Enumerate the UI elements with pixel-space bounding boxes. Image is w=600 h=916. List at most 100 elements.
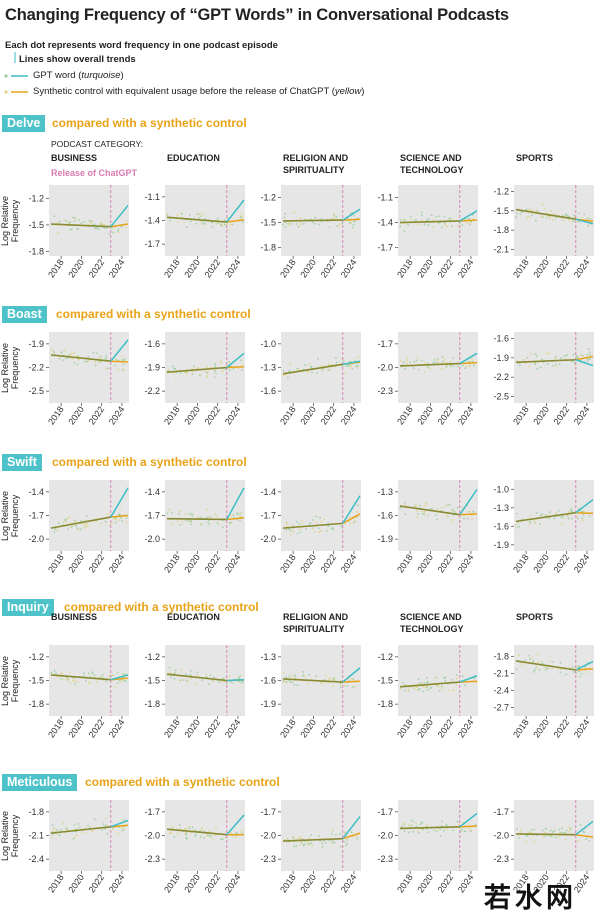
episode-dot (551, 661, 554, 664)
episode-dot (300, 838, 303, 840)
episode-dot (105, 680, 107, 683)
legend-gpt-dot (4, 74, 8, 78)
y-tick-label: -2.0 (144, 534, 160, 544)
y-tick-label: -1.7 (260, 807, 276, 817)
episode-dot (306, 371, 309, 373)
episode-dot (68, 353, 70, 356)
episode-dot (434, 361, 437, 364)
episode-dot (586, 353, 589, 356)
episode-dot (96, 226, 99, 229)
episode-dot (536, 653, 539, 655)
episode-dot (121, 358, 124, 361)
episode-dot (581, 519, 584, 522)
episode-dot (312, 519, 314, 521)
episode-dot (123, 358, 126, 360)
episode-dot (105, 367, 108, 370)
y-tick-label: -2.1 (28, 831, 44, 841)
episode-dot (538, 669, 541, 671)
episode-dot (470, 830, 473, 833)
episode-dot (550, 835, 553, 838)
episode-dot (206, 376, 209, 378)
episode-dot (320, 682, 323, 685)
y-tick-label: -1.9 (493, 353, 509, 363)
episode-dot (455, 684, 458, 686)
episode-dot (541, 662, 544, 665)
episode-dot (588, 515, 591, 517)
y-tick-label: -1.7 (493, 807, 509, 817)
x-tick-label: 2020 (531, 717, 551, 739)
y-tick-label: -1.8 (28, 247, 44, 257)
episode-dot (207, 833, 209, 836)
episode-dot (426, 366, 429, 368)
episode-dot (570, 220, 573, 223)
episode-dot (61, 672, 63, 675)
episode-dot (408, 831, 410, 834)
episode-dot (547, 667, 550, 670)
episode-dot (58, 358, 61, 360)
episode-dot (62, 359, 65, 362)
episode-dot (421, 510, 423, 513)
episode-dot (185, 673, 187, 676)
episode-dot (537, 661, 539, 663)
x-tick-label: 2024 (339, 552, 359, 574)
episode-dot (199, 835, 202, 838)
episode-dot (448, 689, 450, 692)
x-tick-label: 2022 (319, 872, 339, 894)
episode-dot (85, 522, 88, 525)
episode-dot (346, 838, 348, 841)
episode-dot (314, 222, 316, 225)
episode-dot (468, 826, 471, 829)
episode-dot (401, 825, 404, 828)
x-tick-label: 2022 (203, 404, 223, 426)
y-tick-label: -1.4 (28, 487, 44, 497)
episode-dot (548, 660, 551, 663)
episode-dot (292, 837, 295, 840)
panel-background (398, 332, 478, 403)
episode-dot (554, 828, 556, 831)
episode-dot (99, 676, 102, 679)
episode-dot (239, 831, 242, 834)
episode-dot (207, 370, 210, 373)
episode-dot (284, 374, 287, 377)
episode-dot (321, 369, 324, 372)
episode-dot (241, 369, 244, 372)
legend-line-note: Lines show overall trends (19, 54, 136, 65)
episode-dot (64, 520, 67, 523)
episode-dot (343, 684, 346, 687)
episode-dot (77, 355, 80, 358)
y-tick-label: -1.6 (493, 521, 509, 531)
episode-dot (108, 674, 111, 677)
episode-dot (206, 508, 208, 511)
y-tick-label: -2.3 (144, 854, 160, 864)
y-tick-label: -1.7 (260, 511, 276, 521)
episode-dot (452, 510, 455, 513)
episode-dot (199, 223, 202, 226)
episode-dot (297, 225, 300, 228)
episode-dot (403, 230, 406, 233)
episode-dot (469, 221, 472, 224)
x-tick-label: 2020 (298, 257, 318, 279)
episode-dot (312, 527, 314, 530)
episode-dot (106, 832, 109, 835)
y-tick-label: -2.2 (144, 386, 160, 396)
episode-dot (173, 677, 176, 680)
episode-dot (285, 681, 288, 684)
episode-dot (327, 363, 330, 366)
episode-dot (420, 211, 423, 214)
x-tick-label: 2018 (395, 872, 415, 894)
episode-dot (73, 824, 76, 826)
episode-dot (524, 658, 527, 661)
episode-dot (88, 219, 91, 222)
control-trend-line (226, 365, 245, 369)
episode-dot (423, 513, 426, 516)
episode-dot (541, 358, 543, 361)
episode-dot (177, 520, 179, 523)
episode-dot (73, 361, 76, 364)
episode-dot (342, 360, 345, 363)
episode-dot (84, 523, 86, 525)
episode-dot (334, 356, 337, 359)
y-tick-label: -2.1 (493, 245, 509, 255)
episode-dot (589, 218, 591, 220)
